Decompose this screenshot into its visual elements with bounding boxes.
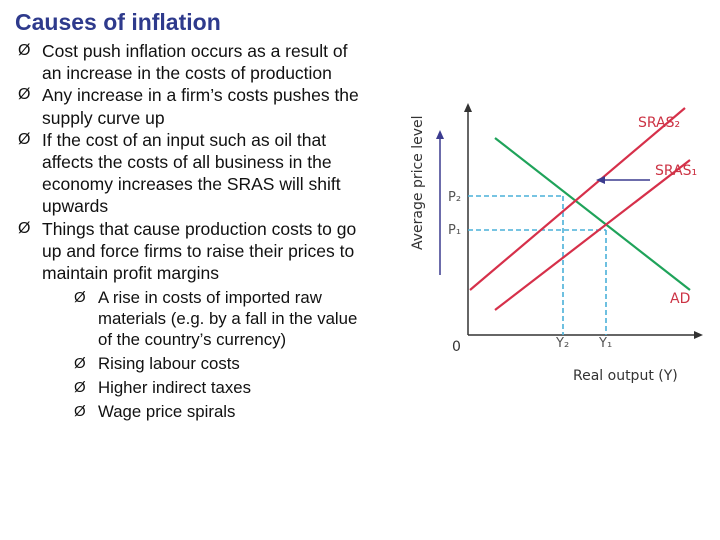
arrow-bullet-icon: Ø [18, 219, 31, 237]
bullet-item: Ø Cost push inflation occurs as a result… [18, 40, 370, 84]
ad-label: AD [670, 291, 690, 307]
arrow-bullet-icon: Ø [18, 130, 31, 148]
bullet-list: Ø Cost push inflation occurs as a result… [18, 40, 370, 425]
sub-bullet-text: A rise in costs of imported raw material… [98, 288, 358, 350]
arrow-bullet-icon: Ø [74, 355, 86, 373]
y2-label: Y₂ [555, 336, 569, 351]
y1-label: Y₁ [598, 336, 612, 351]
bullet-text: Cost push inflation occurs as a result o… [42, 41, 348, 84]
bullet-text: Things that cause production costs to go… [42, 218, 357, 284]
x-axis-arrowhead [694, 331, 703, 339]
bullet-text: Any increase in a firm’s costs pushes th… [42, 85, 359, 128]
p1-label: P₁ [448, 223, 461, 238]
y-axis-label: Average price level [410, 115, 426, 250]
shift-arrow-icon [596, 176, 605, 184]
arrow-bullet-icon: Ø [18, 42, 31, 59]
bullet-item: Ø If the cost of an input such as oil th… [18, 129, 370, 218]
sub-bullet-item: Ø A rise in costs of imported raw materi… [74, 287, 370, 350]
sub-bullet-text: Rising labour costs [98, 354, 240, 374]
bullet-text: If the cost of an input such as oil that… [42, 129, 341, 217]
sras-ad-diagram: Average price level Real output (Y) 0 P₂… [410, 103, 703, 384]
arrow-bullet-icon: Ø [74, 289, 86, 307]
slide-title: Causes of inflation [15, 9, 221, 35]
sub-bullet-text: Wage price spirals [98, 402, 236, 422]
sub-bullet-item: Ø Wage price spirals [74, 401, 370, 422]
origin-label: 0 [452, 339, 461, 355]
sras1-label: SRAS₁ [655, 163, 697, 179]
arrow-bullet-icon: Ø [74, 379, 86, 397]
arrow-bullet-icon: Ø [18, 86, 31, 104]
sub-bullet-item: Ø Higher indirect taxes [74, 377, 370, 398]
bullet-item: Ø Any increase in a firm’s costs pushes … [18, 84, 370, 128]
sras1-curve [494, 159, 691, 311]
sub-bullet-text: Higher indirect taxes [98, 378, 251, 398]
x-axis-label: Real output (Y) [573, 368, 678, 384]
sub-bullet-list: Ø A rise in costs of imported raw materi… [42, 287, 370, 422]
vertical-shift-arrow-icon [436, 130, 444, 139]
p2-label: P₂ [448, 190, 461, 205]
sub-bullet-item: Ø Rising labour costs [74, 353, 370, 374]
sras2-label: SRAS₂ [638, 115, 680, 131]
sras2-curve [469, 107, 686, 291]
y-axis-arrowhead [464, 103, 472, 112]
ad-curve [494, 137, 691, 291]
arrow-bullet-icon: Ø [74, 403, 86, 421]
bullet-item: Ø Things that cause production costs to … [18, 218, 370, 423]
